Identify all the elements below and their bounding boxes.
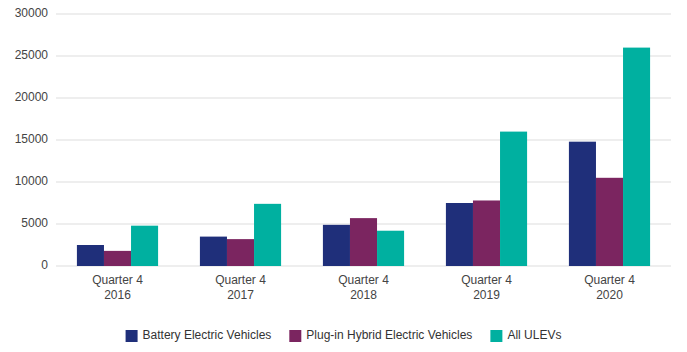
legend-label: Battery Electric Vehicles <box>143 328 272 342</box>
y-tick-label: 30000 <box>15 6 49 20</box>
bar <box>473 200 500 266</box>
x-tick-label: Quarter 42019 <box>461 273 512 302</box>
bar <box>104 251 131 266</box>
grid <box>56 14 671 266</box>
y-tick-label: 15000 <box>15 132 49 146</box>
x-tick-label: Quarter 42018 <box>338 273 389 302</box>
bar <box>227 239 254 266</box>
legend-swatch <box>490 330 502 342</box>
bar <box>569 142 596 266</box>
bar <box>623 48 650 266</box>
bar <box>254 204 281 266</box>
bar <box>131 226 158 266</box>
x-tick-label: Quarter 42016 <box>92 273 143 302</box>
chart: 0 5000 10000 15000 20000 25000 30000 Quarter 42… <box>0 0 687 352</box>
bar <box>77 245 104 266</box>
y-tick-label: 0 <box>41 258 48 272</box>
bar <box>446 203 473 266</box>
legend: Battery Electric Vehicles Plug-in Hybrid … <box>126 328 562 342</box>
y-tick-label: 20000 <box>15 90 49 104</box>
y-tick-label: 10000 <box>15 174 49 188</box>
y-tick-label: 25000 <box>15 48 49 62</box>
legend-item: Battery Electric Vehicles <box>126 328 272 342</box>
bar <box>323 225 350 266</box>
bar <box>200 237 227 266</box>
grid-line <box>56 56 671 57</box>
y-tick-label: 5000 <box>21 216 48 230</box>
bars <box>77 48 650 266</box>
bar <box>596 178 623 266</box>
legend-swatch <box>289 330 301 342</box>
legend-label: Plug-in Hybrid Electric Vehicles <box>306 328 472 342</box>
legend-item: All ULEVs <box>490 328 561 342</box>
legend-swatch <box>126 330 138 342</box>
x-tick-label: Quarter 42017 <box>215 273 266 302</box>
grid-line <box>56 98 671 99</box>
bar <box>350 218 377 266</box>
x-tick-label: Quarter 42020 <box>584 273 635 302</box>
bar <box>377 231 404 266</box>
grid-line <box>56 140 671 141</box>
grid-line <box>56 14 671 15</box>
legend-label: All ULEVs <box>507 328 561 342</box>
bar <box>500 132 527 266</box>
legend-item: Plug-in Hybrid Electric Vehicles <box>289 328 472 342</box>
